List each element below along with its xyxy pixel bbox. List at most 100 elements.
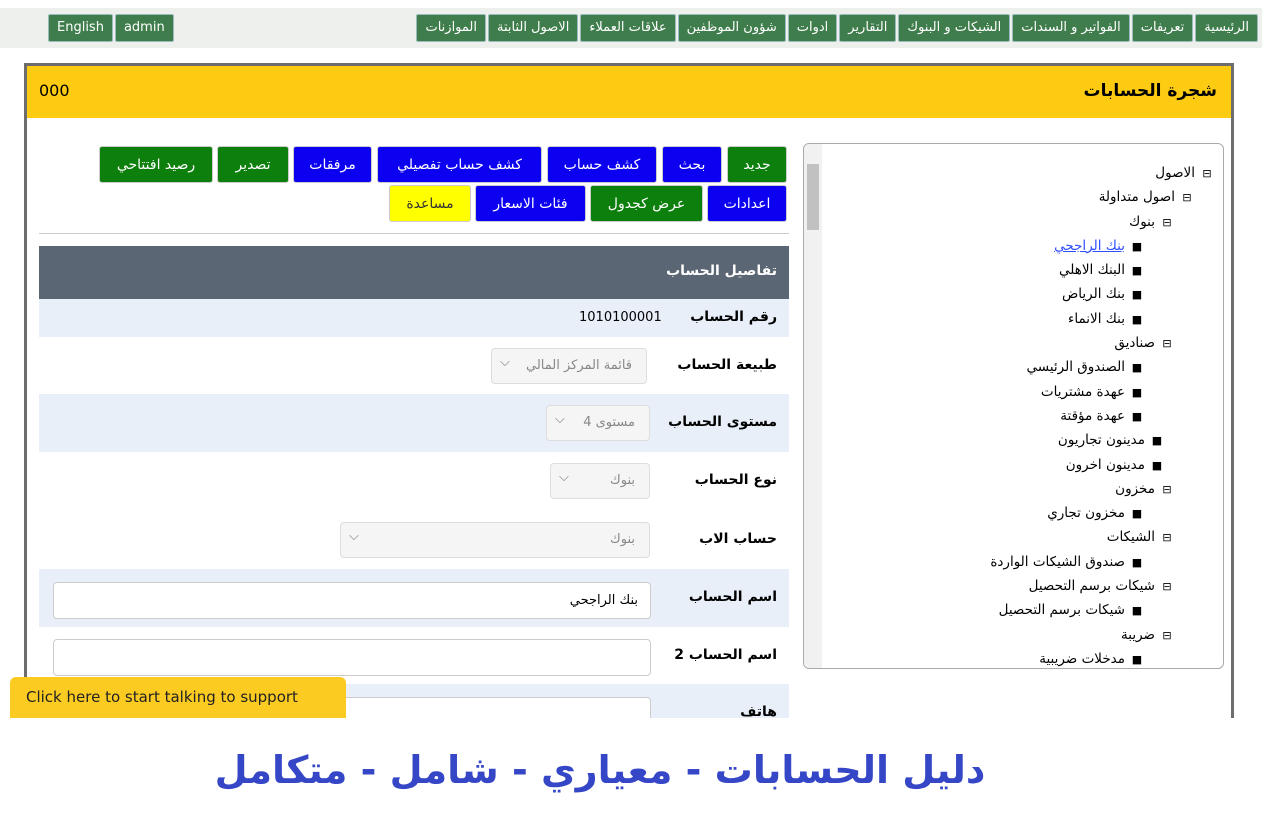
node-label[interactable]: مخزون تجاري bbox=[1047, 505, 1125, 522]
text-input[interactable] bbox=[53, 639, 651, 676]
tree-node[interactable]: ⊟ صناديق bbox=[990, 331, 1215, 355]
nav-button[interactable]: الشيكات و البنوك bbox=[898, 14, 1011, 42]
nav-button[interactable]: الفواتير و السندات bbox=[1012, 14, 1130, 42]
tree-node[interactable]: ■ شيكات برسم التحصيل bbox=[990, 598, 1215, 622]
nav-button[interactable]: الاصول الثابتة bbox=[487, 14, 579, 42]
nav-button[interactable]: علاقات العملاء bbox=[580, 14, 676, 42]
node-label[interactable]: اصول متداولة bbox=[1098, 189, 1175, 206]
tree-node[interactable]: ⊟ الاصول bbox=[990, 161, 1215, 185]
tree-node[interactable]: ■ عهدة مشتريات bbox=[990, 380, 1215, 404]
node-label[interactable]: مدينون اخرون bbox=[1065, 456, 1145, 473]
text-input[interactable]: بنك الراجحي bbox=[53, 581, 651, 619]
form-row: مستوى الحساب مستوى 4 bbox=[39, 394, 789, 452]
field-label: هاتف bbox=[740, 704, 777, 718]
nav-button[interactable]: الموازنات bbox=[416, 14, 486, 42]
node-label[interactable]: الصندوق الرئيسي bbox=[1026, 359, 1125, 376]
collapse-icon[interactable]: ⊟ bbox=[1162, 531, 1172, 545]
collapse-icon[interactable]: ⊟ bbox=[1162, 215, 1172, 229]
tree-node[interactable]: ■ بنك الانماء bbox=[990, 307, 1215, 331]
nav-button[interactable]: التقارير bbox=[839, 14, 897, 42]
select[interactable]: بنوك bbox=[550, 461, 650, 499]
nav-button[interactable]: admin bbox=[114, 14, 174, 42]
tree-node[interactable]: ⊟ بنوك bbox=[990, 210, 1215, 234]
collapse-icon[interactable]: ⊟ bbox=[1202, 167, 1212, 180]
tree-node[interactable]: ■ بنك الراجحي bbox=[990, 234, 1215, 258]
tree-node[interactable]: ■ صندوق الشيكات الواردة bbox=[990, 550, 1215, 574]
nav-button[interactable]: شؤون الموظفين bbox=[677, 14, 786, 42]
toolbar-button[interactable]: مساعدة bbox=[389, 185, 471, 222]
form-row: رقم الحساب 1010100001 bbox=[39, 299, 789, 337]
toolbar-button[interactable]: كشف حساب bbox=[547, 146, 657, 183]
toolbar-button[interactable]: بحث bbox=[662, 146, 722, 183]
nav-button[interactable]: الرئيسية bbox=[1195, 14, 1258, 42]
collapse-icon[interactable]: ⊟ bbox=[1182, 191, 1192, 205]
tree-node[interactable]: ■ مخزون تجاري bbox=[990, 501, 1215, 525]
panel-code: 000 bbox=[39, 81, 70, 100]
node-label[interactable]: مدينون تجاريون bbox=[1057, 432, 1145, 449]
select[interactable]: بنوك bbox=[340, 520, 650, 558]
tree-node[interactable]: ■ الصندوق الرئيسي bbox=[990, 355, 1215, 379]
tree-node[interactable]: ⊟ ضريبة bbox=[990, 623, 1215, 647]
leaf-bullet: ■ bbox=[1131, 604, 1143, 618]
tree-node[interactable]: ■ مدينون تجاريون bbox=[990, 428, 1215, 452]
scroll-thumb[interactable] bbox=[807, 164, 819, 230]
node-label[interactable]: مخزون bbox=[1115, 480, 1155, 497]
toolbar-button[interactable]: رصيد افتتاحي bbox=[99, 146, 213, 183]
toolbar-button[interactable]: مرفقات bbox=[293, 146, 372, 183]
tree-node[interactable]: ⊟ اصول متداولة bbox=[990, 185, 1215, 209]
node-label[interactable]: عهدة مؤقتة bbox=[1060, 407, 1125, 424]
tree-node[interactable]: ■ بنك الرياض bbox=[990, 282, 1215, 306]
scrollbar[interactable] bbox=[804, 144, 822, 668]
node-label[interactable]: بنوك bbox=[1129, 213, 1155, 230]
collapse-icon[interactable]: ⊟ bbox=[1162, 580, 1172, 594]
tree-node[interactable]: ■ البنك الاهلي bbox=[990, 258, 1215, 282]
node-label[interactable]: ضريبة bbox=[1121, 626, 1155, 643]
leaf-bullet: ■ bbox=[1131, 264, 1143, 278]
panel: شجرة الحسابات 000 تفاصيل الحساب رقم الحس… bbox=[24, 63, 1234, 718]
toolbar-button[interactable]: تصدير bbox=[217, 146, 289, 183]
node-label[interactable]: الاصول bbox=[1155, 165, 1195, 181]
nav-button[interactable]: ادوات bbox=[787, 14, 838, 42]
tree-node[interactable]: ■ مدخلات ضريبية bbox=[990, 647, 1215, 668]
select[interactable]: قائمة المركز المالي bbox=[491, 346, 647, 384]
form-row: حساب الاب بنوك bbox=[39, 510, 789, 569]
node-label[interactable]: مدخلات ضريبية bbox=[1039, 650, 1125, 667]
nav-button[interactable]: English bbox=[48, 14, 113, 42]
node-label[interactable]: الشيكات bbox=[1106, 529, 1155, 546]
node-label[interactable]: شيكات برسم التحصيل bbox=[998, 602, 1125, 619]
nav-bar: الرئيسية تعريفات الفواتير و السندات الشيكات… bbox=[0, 8, 1262, 48]
toolbar-button[interactable]: كشف حساب تفصيلي bbox=[377, 146, 542, 183]
leaf-bullet: ■ bbox=[1131, 555, 1143, 569]
node-label[interactable]: بنك الانماء bbox=[1068, 310, 1125, 327]
node-label[interactable]: بنك الرياض bbox=[1061, 286, 1125, 303]
node-label[interactable]: صناديق bbox=[1114, 335, 1155, 352]
account-tree: ⊟ الاصول ⊟ اصول متداولة ⊟ بنوك ■ بنك الراجحي ■ ال… bbox=[803, 143, 1224, 669]
collapse-icon[interactable]: ⊟ bbox=[1162, 482, 1172, 496]
leaf-bullet: ■ bbox=[1131, 312, 1143, 326]
tree-node[interactable]: ⊟ شيكات برسم التحصيل bbox=[990, 574, 1215, 598]
toolbar-button[interactable]: فئات الاسعار bbox=[475, 185, 586, 222]
tree-node[interactable]: ⊟ مخزون bbox=[990, 477, 1215, 501]
collapse-icon[interactable]: ⊟ bbox=[1162, 628, 1172, 642]
tree-node[interactable]: ■ عهدة مؤقتة bbox=[990, 404, 1215, 428]
leaf-bullet: ■ bbox=[1151, 434, 1163, 448]
node-label[interactable]: عهدة مشتريات bbox=[1040, 383, 1125, 400]
user-menu: English admin bbox=[48, 8, 174, 48]
toolbar-button[interactable]: جديد bbox=[727, 146, 787, 183]
tree-node[interactable]: ■ مدينون اخرون bbox=[990, 453, 1215, 477]
support-tab[interactable]: Click here to start talking to support bbox=[10, 677, 346, 718]
form-row: اسم الحساب 2 bbox=[39, 627, 789, 684]
tree-node[interactable]: ⊟ الشيكات bbox=[990, 525, 1215, 549]
node-label[interactable]: بنك الراجحي bbox=[1054, 237, 1125, 254]
field-label: نوع الحساب bbox=[694, 472, 777, 488]
nav-button[interactable]: تعريفات bbox=[1131, 14, 1194, 42]
toolbar-button[interactable]: عرض كجدول bbox=[590, 185, 703, 222]
tree-list: ⊟ الاصول ⊟ اصول متداولة ⊟ بنوك ■ بنك الراجحي ■ ال… bbox=[990, 161, 1215, 668]
collapse-icon[interactable]: ⊟ bbox=[1162, 337, 1172, 351]
node-label[interactable]: صندوق الشيكات الواردة bbox=[990, 553, 1125, 570]
node-label[interactable]: شيكات برسم التحصيل bbox=[1028, 578, 1155, 595]
select[interactable]: مستوى 4 bbox=[546, 403, 650, 441]
panel-title: شجرة الحسابات bbox=[1083, 81, 1218, 101]
node-label[interactable]: البنك الاهلي bbox=[1059, 262, 1125, 279]
toolbar-button[interactable]: اعدادات bbox=[707, 185, 787, 222]
